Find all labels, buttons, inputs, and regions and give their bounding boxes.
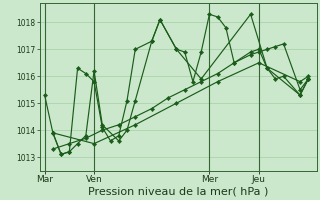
X-axis label: Pression niveau de la mer( hPa ): Pression niveau de la mer( hPa ) [88,187,268,197]
